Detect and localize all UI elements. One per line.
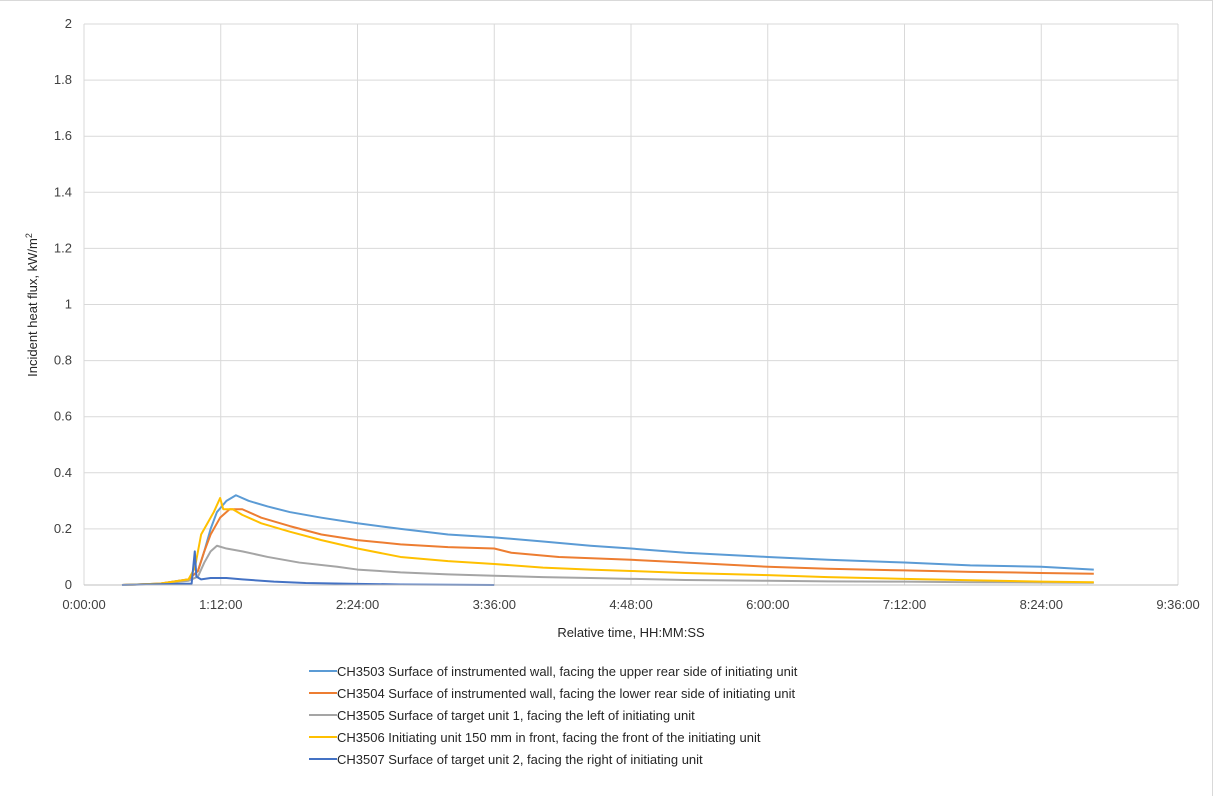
legend-label: CH3507 Surface of target unit 2, facing … [337, 752, 703, 767]
y-tick-label: 1.8 [54, 72, 72, 87]
y-axis-title: Incident heat flux, kW/m2 [24, 233, 40, 377]
x-tick-label: 6:00:00 [746, 597, 789, 612]
legend-label: CH3504 Surface of instrumented wall, fac… [337, 686, 796, 701]
y-tick-label: 0.6 [54, 409, 72, 424]
x-tick-labels: 0:00:00 1:12:00 2:24:00 3:36:00 4:48:00 6:00:… [62, 597, 1199, 612]
y-tick-label: 1.2 [54, 240, 72, 255]
y-tick-label: 0.2 [54, 521, 72, 536]
y-tick-label: 1.6 [54, 128, 72, 143]
y-tick-label: 0.8 [54, 353, 72, 368]
x-tick-label: 4:48:00 [609, 597, 652, 612]
x-tick-label: 3:36:00 [473, 597, 516, 612]
series-line-ch3506 [121, 497, 1094, 586]
y-tick-label: 0 [65, 577, 72, 592]
x-tick-label: 1:12:00 [199, 597, 242, 612]
legend-label: CH3505 Surface of target unit 1, facing … [337, 708, 695, 723]
x-tick-label: 9:36:00 [1156, 597, 1199, 612]
gridlines [83, 23, 1179, 585]
y-axis-title-text: Incident heat flux, kW/m [25, 238, 40, 377]
x-tick-label: 7:12:00 [883, 597, 926, 612]
series-lines [121, 494, 1094, 586]
y-tick-label: 0.4 [54, 465, 72, 480]
y-tick-labels: 0 0.2 0.4 0.6 0.8 1 1.2 1.4 1.6 1.8 2 [54, 16, 72, 592]
y-axis-title-superscript: 2 [24, 233, 34, 238]
series-line-ch3504 [121, 508, 1094, 586]
x-axis-title: Relative time, HH:MM:SS [557, 625, 705, 640]
legend: CH3503 Surface of instrumented wall, fac… [309, 664, 798, 767]
series-line-ch3507 [121, 550, 495, 586]
legend-label: CH3503 Surface of instrumented wall, fac… [337, 664, 798, 679]
series-line-ch3505 [121, 544, 1094, 586]
y-tick-label: 1.4 [54, 184, 72, 199]
y-tick-label: 1 [65, 297, 72, 312]
legend-label: CH3506 Initiating unit 150 mm in front, … [337, 730, 761, 745]
x-tick-label: 0:00:00 [62, 597, 105, 612]
x-tick-label: 2:24:00 [336, 597, 379, 612]
y-tick-label: 2 [65, 16, 72, 31]
x-tick-label: 8:24:00 [1020, 597, 1063, 612]
